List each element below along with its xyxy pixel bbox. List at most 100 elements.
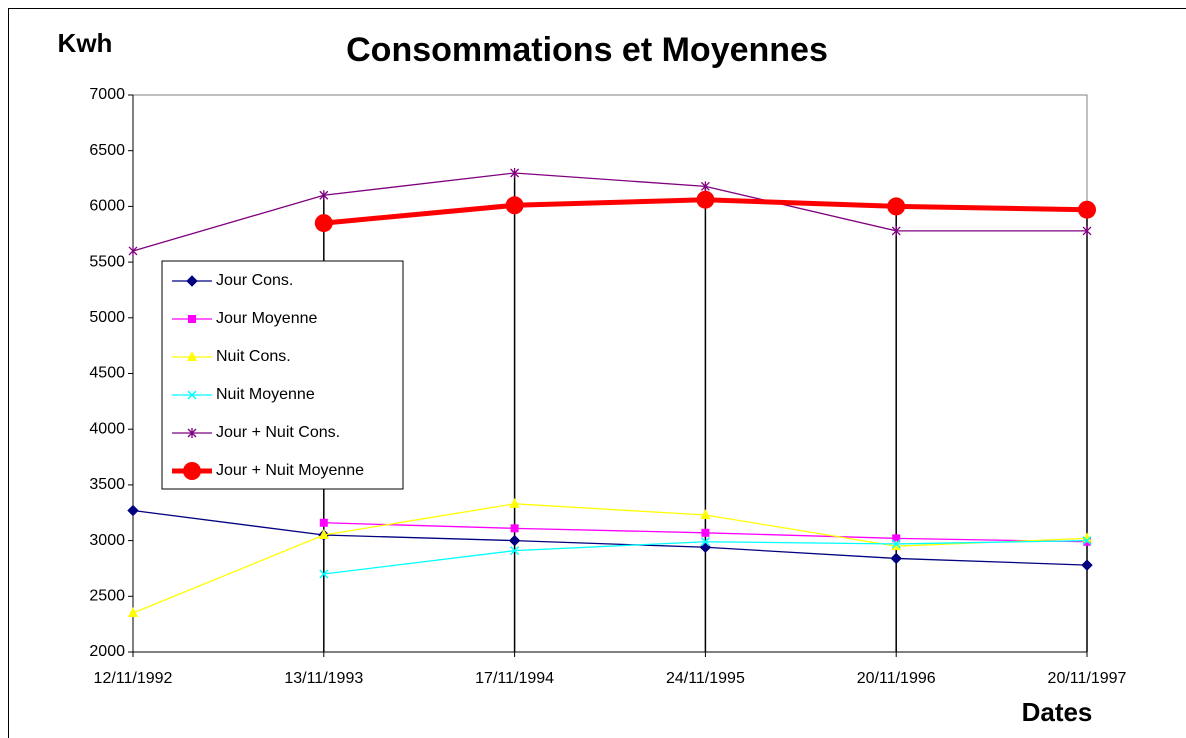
legend-box: [161, 260, 404, 490]
marker: [700, 537, 710, 547]
marker-shape: [128, 607, 138, 618]
marker: [314, 214, 333, 233]
marker-shape: [509, 497, 520, 508]
marker-shape: [319, 569, 329, 579]
marker-shape: [319, 518, 328, 527]
marker: [1078, 200, 1096, 219]
legend-label: Nuit Cons.: [216, 348, 291, 365]
marker-shape: [890, 552, 902, 565]
marker: [887, 197, 906, 216]
marker: [701, 528, 710, 537]
y-tick-label: 3500: [89, 476, 125, 493]
y-tick-label: 7000: [89, 86, 125, 103]
legend-label: Jour Cons.: [216, 272, 293, 289]
marker-shape: [1082, 532, 1092, 543]
marker: [892, 534, 901, 543]
marker-shape: [510, 167, 520, 178]
marker: [187, 351, 197, 361]
marker-shape: [186, 275, 198, 287]
marker: [508, 534, 521, 547]
marker-shape: [1082, 536, 1092, 546]
marker: [187, 390, 197, 400]
marker-shape: [700, 537, 710, 547]
marker: [700, 508, 711, 519]
y-tick-label: 5000: [89, 309, 125, 326]
marker-shape: [892, 534, 901, 543]
marker-shape: [508, 534, 521, 547]
marker: [128, 607, 138, 618]
marker: [1082, 536, 1092, 546]
marker-shape: [188, 315, 196, 323]
chart-title: Consommations et Moyennes: [346, 31, 828, 69]
marker-shape: [891, 539, 901, 549]
x-tick-label: 13/11/1993: [284, 670, 363, 687]
marker: [183, 462, 201, 480]
marker: [1082, 532, 1092, 543]
marker: [318, 529, 329, 540]
marker: [187, 428, 197, 438]
legend-label: Jour + Nuit Cons.: [216, 424, 340, 441]
marker-shape: [696, 190, 715, 209]
marker: [510, 524, 519, 533]
marker: [510, 546, 520, 556]
y-tick-label: 4500: [89, 365, 125, 382]
marker-shape: [187, 351, 197, 361]
marker: [127, 504, 139, 517]
marker-shape: [891, 225, 901, 236]
x-axis-label: Dates: [1022, 697, 1093, 727]
y-tick-label: 4000: [89, 420, 125, 437]
marker-shape: [314, 214, 333, 233]
y-tick-label: 2000: [89, 643, 125, 660]
marker: [891, 539, 901, 549]
marker: [188, 315, 196, 323]
marker: [186, 275, 198, 287]
y-axis-label: Kwh: [58, 28, 113, 58]
y-tick-label: 3000: [89, 532, 125, 549]
marker: [509, 497, 520, 508]
marker-shape: [700, 508, 711, 519]
marker: [319, 190, 329, 201]
x-tick-label: 12/11/1992: [94, 670, 173, 687]
marker: [696, 190, 715, 209]
marker: [319, 518, 328, 527]
marker: [510, 167, 520, 178]
chart-frame: [8, 8, 1186, 738]
marker: [1081, 559, 1093, 571]
x-tick-label: 17/11/1994: [475, 670, 554, 687]
marker-shape: [1082, 225, 1092, 236]
y-tick-label: 2500: [89, 588, 125, 605]
marker-shape: [183, 462, 201, 480]
marker-shape: [699, 541, 712, 553]
marker: [891, 225, 901, 236]
x-tick-label: 24/11/1995: [666, 670, 745, 687]
marker-shape: [128, 245, 138, 256]
legend-label: Jour + Nuit Moyenne: [216, 462, 364, 479]
marker-shape: [318, 529, 329, 540]
marker: [1082, 225, 1092, 236]
marker: [890, 552, 902, 565]
marker-shape: [187, 390, 197, 400]
marker: [891, 540, 902, 551]
marker: [699, 541, 712, 553]
marker-shape: [1081, 559, 1093, 571]
marker-shape: [510, 524, 519, 533]
legend-label: Nuit Moyenne: [216, 386, 315, 403]
marker-shape: [187, 428, 197, 438]
legend-label: Jour Moyenne: [216, 310, 317, 327]
marker-shape: [887, 197, 906, 216]
marker-shape: [505, 196, 524, 215]
series-line: [132, 503, 1088, 614]
marker-shape: [700, 181, 710, 192]
marker: [505, 196, 524, 215]
marker-shape: [701, 528, 710, 537]
marker: [128, 245, 138, 256]
series-line: [132, 509, 1088, 566]
marker-shape: [891, 540, 902, 551]
y-tick-label: 6500: [89, 142, 125, 159]
x-tick-label: 20/11/1997: [1048, 670, 1127, 687]
y-tick-label: 6000: [89, 198, 125, 215]
marker-shape: [1078, 200, 1096, 219]
marker: [700, 181, 710, 192]
marker-shape: [319, 190, 329, 201]
